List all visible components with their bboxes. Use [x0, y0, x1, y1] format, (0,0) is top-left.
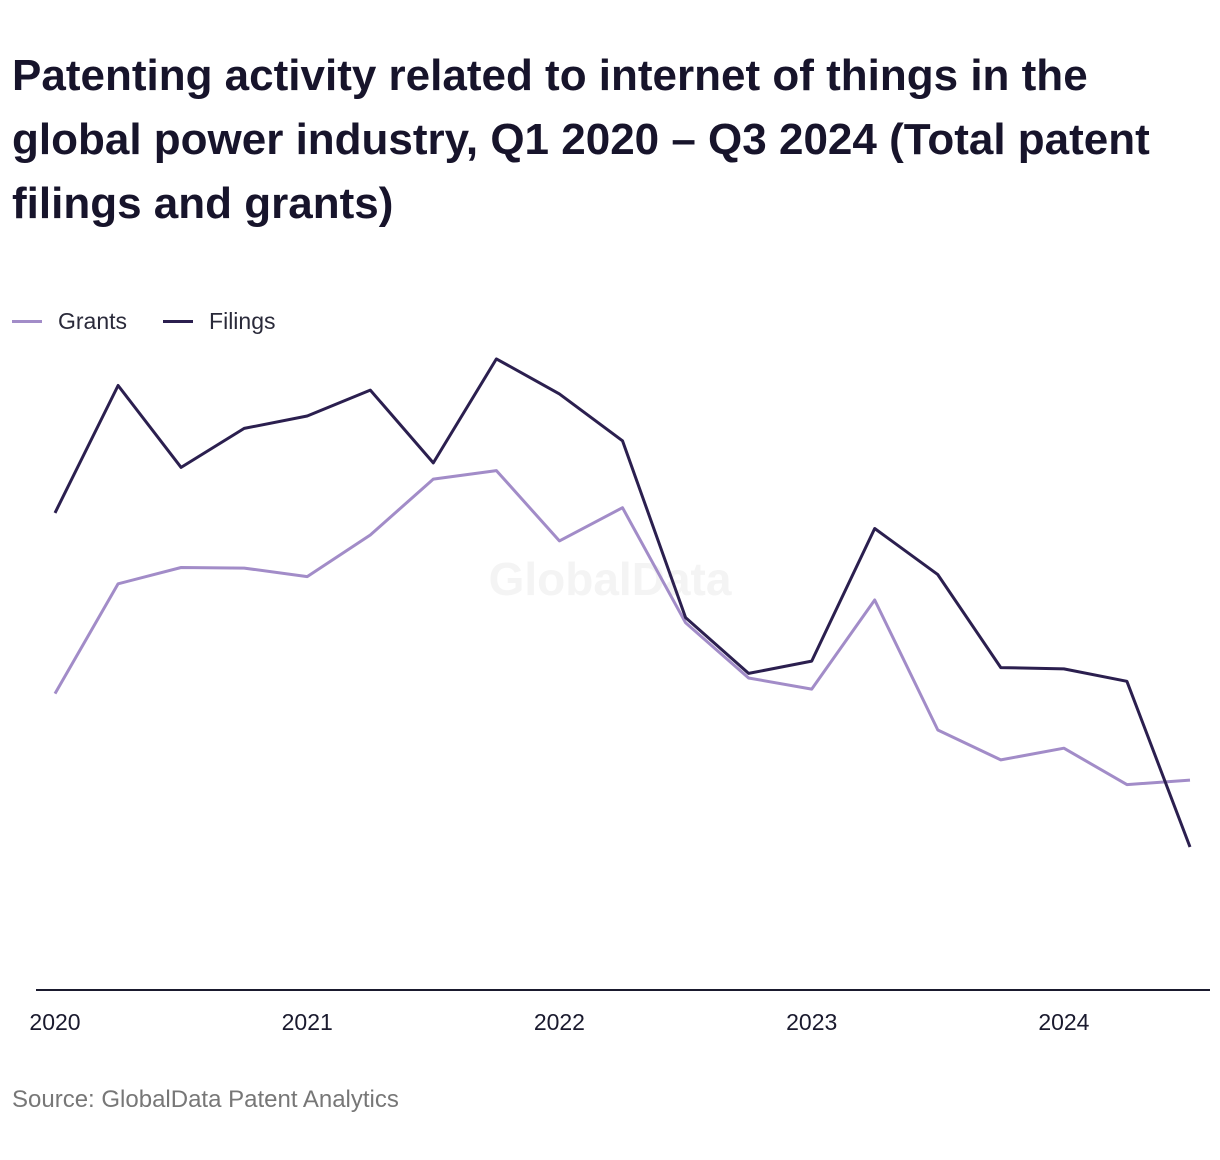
- data-point-filings[interactable]: [1184, 841, 1196, 853]
- data-point-filings[interactable]: [743, 667, 755, 679]
- data-point-grants[interactable]: [1121, 779, 1133, 791]
- x-tick-label: 2022: [534, 1009, 585, 1035]
- data-point-filings[interactable]: [238, 422, 250, 434]
- data-point-filings[interactable]: [995, 662, 1007, 674]
- x-tick-label: 2021: [282, 1009, 333, 1035]
- legend-swatch-grants: [12, 319, 42, 323]
- legend-item-grants[interactable]: Grants: [12, 308, 127, 335]
- series-line-grants[interactable]: [53, 469, 1191, 787]
- data-point-grants[interactable]: [806, 683, 818, 695]
- data-point-grants[interactable]: [112, 578, 124, 590]
- data-point-filings[interactable]: [1058, 663, 1070, 675]
- x-tick-label: 2024: [1038, 1009, 1089, 1035]
- series-line-filings[interactable]: [53, 357, 1192, 848]
- data-point-filings[interactable]: [427, 457, 439, 469]
- data-point-filings[interactable]: [301, 410, 313, 422]
- data-point-grants[interactable]: [49, 688, 61, 700]
- legend-label-filings: Filings: [209, 307, 276, 334]
- data-point-filings[interactable]: [617, 435, 629, 447]
- data-point-filings[interactable]: [806, 655, 818, 667]
- x-tick-label: 2020: [29, 1009, 80, 1035]
- data-point-grants[interactable]: [238, 562, 250, 574]
- legend-swatch-filings: [163, 319, 194, 323]
- data-point-filings[interactable]: [1121, 675, 1133, 687]
- chart-title: Patenting activity related to internet o…: [12, 51, 1150, 228]
- line-chart: GlobalData 2020 2021 2022 2023 2024: [29, 353, 1210, 1035]
- data-point-filings[interactable]: [364, 384, 376, 396]
- source-note: Source: GlobalData Patent Analytics: [12, 1086, 399, 1113]
- data-point-filings[interactable]: [490, 353, 502, 365]
- x-tick-label: 2023: [786, 1009, 837, 1035]
- data-point-filings[interactable]: [49, 507, 61, 519]
- data-point-grants[interactable]: [490, 465, 502, 477]
- data-point-grants[interactable]: [427, 473, 439, 485]
- legend: Grants Filings: [12, 306, 312, 336]
- data-point-grants[interactable]: [932, 724, 944, 736]
- data-point-filings[interactable]: [680, 612, 692, 624]
- data-point-filings[interactable]: [112, 380, 124, 392]
- watermark: GlobalData: [489, 553, 732, 605]
- legend-label-grants: Grants: [58, 307, 128, 334]
- data-point-grants[interactable]: [1058, 742, 1070, 754]
- data-point-filings[interactable]: [553, 388, 565, 400]
- data-point-grants[interactable]: [995, 754, 1007, 766]
- data-point-grants[interactable]: [617, 502, 629, 514]
- data-point-filings[interactable]: [175, 461, 187, 473]
- data-point-grants[interactable]: [553, 535, 565, 547]
- data-point-grants[interactable]: [175, 562, 187, 574]
- data-point-grants[interactable]: [364, 529, 376, 541]
- data-point-grants[interactable]: [301, 571, 313, 583]
- data-point-grants[interactable]: [1184, 774, 1196, 786]
- data-point-grants[interactable]: [869, 594, 881, 606]
- data-point-filings[interactable]: [869, 523, 881, 535]
- legend-item-filings[interactable]: Filings: [163, 307, 276, 335]
- data-point-filings[interactable]: [932, 569, 944, 581]
